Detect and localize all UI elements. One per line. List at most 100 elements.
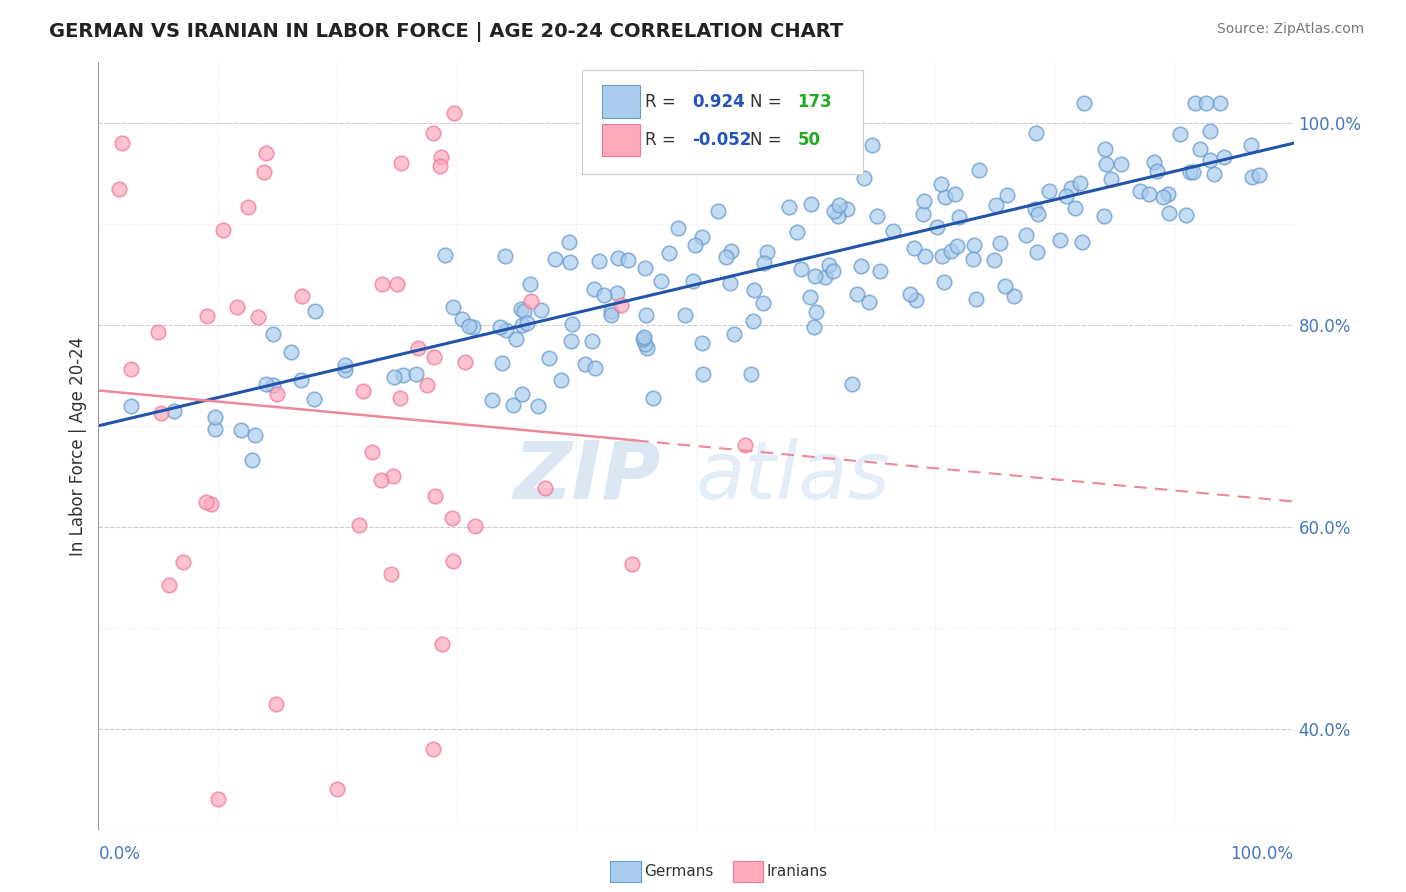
Point <box>290 373 312 387</box>
Text: N =: N = <box>749 93 782 111</box>
Point <box>943 186 966 201</box>
Point <box>434 248 457 262</box>
Point <box>440 511 463 525</box>
Point <box>212 223 235 237</box>
Point <box>925 220 948 235</box>
Point <box>866 209 889 223</box>
Text: R =: R = <box>644 131 675 149</box>
Point <box>673 308 696 322</box>
Point <box>683 238 706 252</box>
Point <box>519 277 541 291</box>
Point <box>755 244 778 259</box>
Point <box>583 282 606 296</box>
Point <box>280 344 302 359</box>
Point <box>1208 95 1230 110</box>
Point <box>481 392 503 407</box>
Point <box>429 149 451 163</box>
Point <box>814 269 837 284</box>
FancyBboxPatch shape <box>582 70 863 174</box>
Text: 0.924: 0.924 <box>692 93 745 111</box>
Point <box>423 489 446 503</box>
Point <box>1156 187 1178 202</box>
Point <box>422 350 444 364</box>
Text: Source: ZipAtlas.com: Source: ZipAtlas.com <box>1216 22 1364 37</box>
Point <box>1069 176 1091 190</box>
Point <box>263 378 285 392</box>
Point <box>845 287 868 301</box>
Point <box>1092 209 1115 223</box>
Point <box>204 422 226 436</box>
Point <box>1038 184 1060 198</box>
Point <box>799 290 821 304</box>
Point <box>1137 187 1160 202</box>
Point <box>560 255 582 269</box>
Text: 100.0%: 100.0% <box>1230 845 1294 863</box>
Point <box>254 146 277 161</box>
Point <box>352 384 374 399</box>
Point <box>382 370 405 384</box>
FancyBboxPatch shape <box>602 124 640 156</box>
Point <box>254 377 277 392</box>
Point <box>790 262 813 277</box>
Point <box>489 320 512 334</box>
Point <box>744 284 766 298</box>
Point <box>882 224 904 238</box>
Point <box>491 356 513 370</box>
Text: R =: R = <box>644 93 675 111</box>
Point <box>786 225 808 239</box>
Point <box>995 187 1018 202</box>
Point <box>946 239 969 253</box>
Point <box>1094 157 1116 171</box>
Point <box>634 336 657 351</box>
Point <box>510 387 533 401</box>
Point <box>800 197 823 211</box>
Point <box>734 438 756 452</box>
Point <box>1213 150 1236 164</box>
Point <box>451 311 474 326</box>
Point <box>1146 164 1168 178</box>
Point <box>264 697 287 711</box>
Point <box>266 387 288 401</box>
FancyBboxPatch shape <box>602 86 640 118</box>
Text: 50: 50 <box>797 131 821 149</box>
Point <box>934 190 956 204</box>
Point <box>207 792 229 806</box>
Point <box>538 351 561 365</box>
Point <box>1025 244 1047 259</box>
Point <box>967 162 990 177</box>
Point <box>120 362 142 376</box>
Point <box>718 277 741 291</box>
Point <box>1099 172 1122 186</box>
Point <box>527 399 550 413</box>
Point <box>1002 289 1025 303</box>
Point <box>911 207 934 221</box>
Point <box>347 518 370 533</box>
Point <box>634 308 657 322</box>
Point <box>558 235 581 249</box>
Point <box>172 555 194 569</box>
Text: 173: 173 <box>797 93 832 111</box>
Point <box>441 300 464 314</box>
Point <box>963 238 986 252</box>
Point <box>510 318 533 333</box>
Point <box>530 303 553 318</box>
Point <box>326 782 349 797</box>
Point <box>246 310 269 325</box>
Text: GERMAN VS IRANIAN IN LABOR FORCE | AGE 20-24 CORRELATION CHART: GERMAN VS IRANIAN IN LABOR FORCE | AGE 2… <box>49 22 844 42</box>
Point <box>835 202 858 216</box>
Text: Germans: Germans <box>644 864 713 879</box>
Point <box>740 367 762 381</box>
Point <box>633 261 655 276</box>
Point <box>510 301 533 316</box>
Text: 0.0%: 0.0% <box>98 845 141 863</box>
Point <box>588 253 610 268</box>
Point <box>502 398 524 412</box>
Point <box>912 194 935 208</box>
Point <box>804 268 827 283</box>
Point <box>389 391 412 405</box>
Point <box>858 294 880 309</box>
Point <box>1199 153 1222 168</box>
Point <box>422 126 444 140</box>
Point <box>636 341 658 355</box>
Point <box>108 182 131 196</box>
